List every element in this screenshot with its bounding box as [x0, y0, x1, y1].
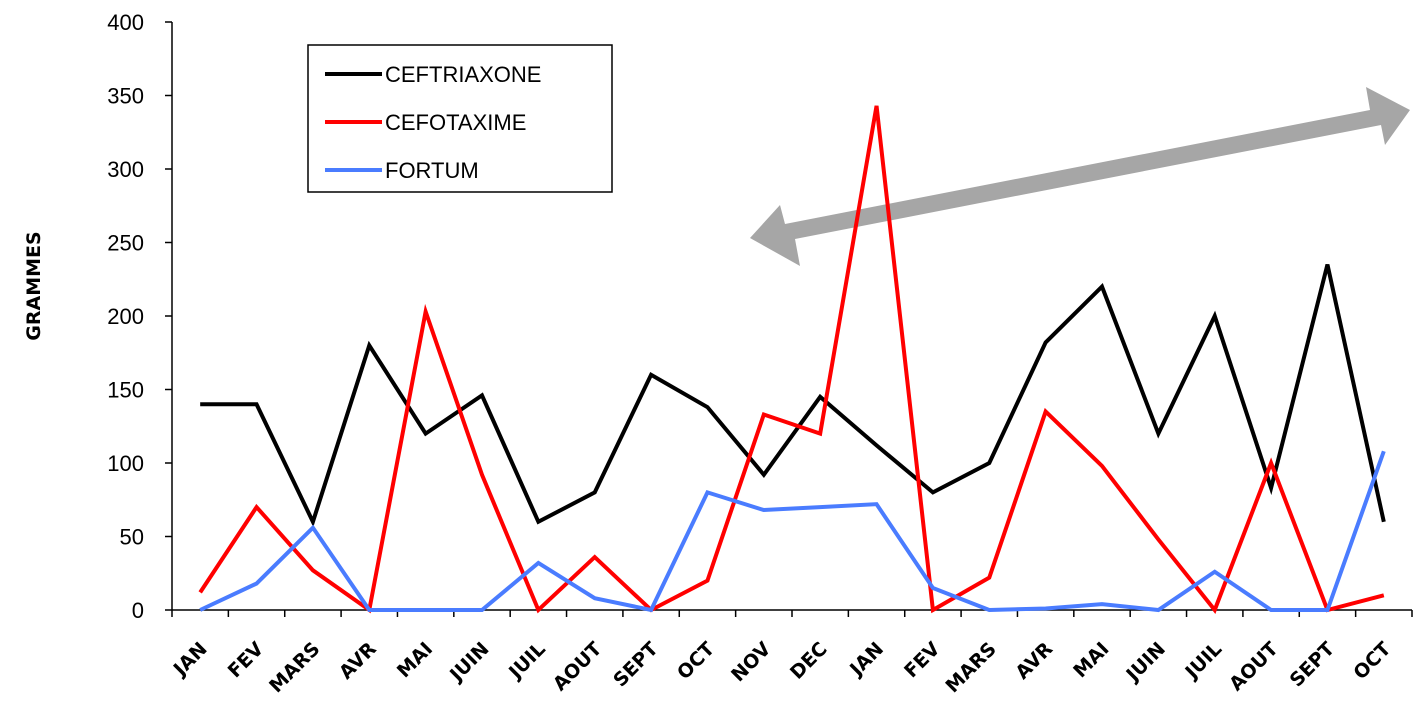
series-line	[200, 264, 1386, 528]
legend-label: FORTUM	[385, 158, 479, 183]
y-axis-label: GRAMMES	[23, 231, 45, 340]
y-tick-label: 50	[120, 525, 144, 550]
trend-arrow	[750, 87, 1410, 266]
x-tick-label: MARS	[941, 638, 1000, 697]
y-tick-label: 150	[107, 378, 144, 403]
x-tick-label: AOUT	[549, 638, 606, 695]
y-tick-label: 400	[107, 10, 144, 35]
y-tick-label: 200	[107, 304, 144, 329]
legend-label: CEFTRIAXONE	[385, 62, 541, 87]
x-tick-label: JAN	[844, 638, 888, 682]
legend-label: CEFOTAXIME	[385, 110, 526, 135]
x-tick-label: NOV	[727, 638, 775, 686]
series-line	[198, 105, 1385, 614]
x-tick-label: AVR	[1011, 638, 1057, 684]
x-tick-label: JUIN	[1121, 638, 1170, 687]
x-tick-label: FEV	[224, 638, 269, 683]
x-tick-label: MARS	[265, 638, 324, 697]
x-tick-label: JUIL	[503, 638, 549, 684]
y-tick-label: 0	[132, 598, 144, 623]
x-tick-label: DEC	[786, 638, 832, 684]
x-tick-label: OCT	[1349, 638, 1395, 684]
y-tick-label: 250	[107, 231, 144, 256]
x-tick-label: JUIL	[1180, 638, 1226, 684]
y-tick-label: 350	[107, 84, 144, 109]
x-tick-label: AOUT	[1225, 638, 1282, 695]
x-tick-label: JAN	[168, 638, 212, 682]
x-tick-label: SEPT	[1286, 638, 1339, 691]
legend-box	[307, 44, 613, 193]
x-tick-label: AVR	[335, 638, 381, 684]
x-tick-label: OCT	[673, 638, 719, 684]
series-line	[199, 450, 1386, 613]
x-tick-label: SEPT	[609, 638, 662, 691]
legend: CEFTRIAXONE CEFOTAXIME FORTUM	[307, 44, 613, 193]
y-tick-label: 300	[107, 157, 144, 182]
y-tick-label: 100	[107, 451, 144, 476]
x-tick-label: FEV	[900, 638, 945, 683]
x-tick-label: MAI	[1069, 638, 1113, 682]
x-tick-label: JUIN	[444, 638, 493, 687]
x-tick-label: MAI	[393, 638, 437, 682]
